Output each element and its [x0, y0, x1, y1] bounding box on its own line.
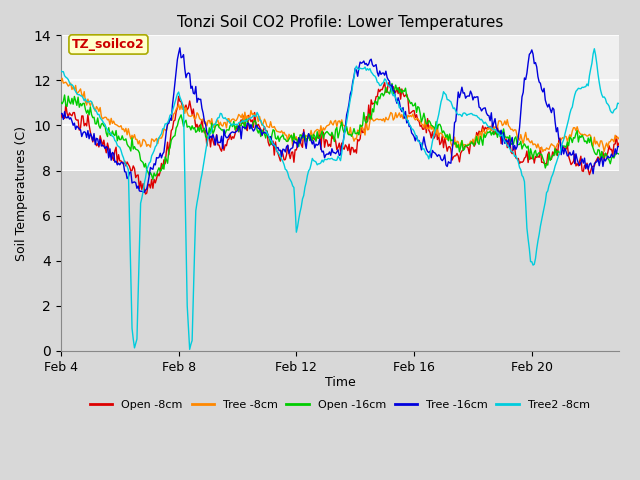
Text: TZ_soilco2: TZ_soilco2	[72, 38, 145, 51]
Bar	[61, 170, 619, 351]
Y-axis label: Soil Temperatures (C): Soil Temperatures (C)	[15, 126, 28, 261]
Title: Tonzi Soil CO2 Profile: Lower Temperatures: Tonzi Soil CO2 Profile: Lower Temperatur…	[177, 15, 503, 30]
X-axis label: Time: Time	[324, 376, 355, 389]
Legend: Open -8cm, Tree -8cm, Open -16cm, Tree -16cm, Tree2 -8cm: Open -8cm, Tree -8cm, Open -16cm, Tree -…	[86, 396, 594, 415]
